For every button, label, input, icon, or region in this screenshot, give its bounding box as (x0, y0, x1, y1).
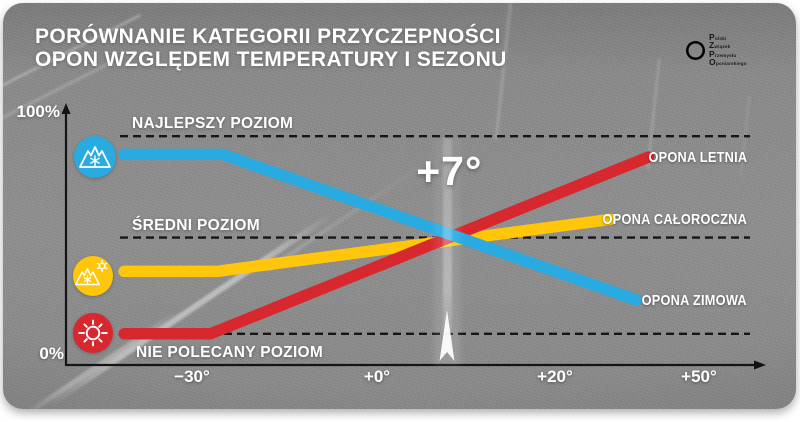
logo-org-line: Oponiarskiego (709, 56, 747, 67)
logo-org-line: Polski (709, 32, 727, 42)
pzpo-logo: Polski Związek Przemysłu Oponiarskiego (644, 32, 747, 67)
infographic-card: PORÓWNANIE KATEGORII PRZYCZEPNOŚCI OPON … (3, 3, 796, 409)
marker-band (442, 138, 452, 353)
series-label-summer-tire: OPONA LETNIA (648, 149, 747, 166)
x-tick-plus-50: +50° (681, 367, 717, 386)
marker-arrow-icon (439, 310, 455, 361)
page-title: PORÓWNANIE KATEGORII PRZYCZEPNOŚCI OPON … (35, 25, 507, 71)
series-lines (118, 148, 655, 340)
all-season-mountain-snowflake-sun-icon (73, 256, 113, 296)
logo-org-line: Związek (709, 40, 731, 51)
series-label-winter-tire: OPONA ZIMOWA (641, 292, 747, 309)
y-axis-arrow-icon (61, 103, 71, 114)
level-label-medium: ŚREDNI POZIOM (132, 216, 260, 234)
series-label-all-season-tire: OPONA CAŁOROCZNA (602, 211, 747, 229)
y-axis-max-label: 100% (16, 102, 60, 121)
x-tick-minus-30: −30° (174, 367, 210, 386)
title-line-2: OPON WZGLĘDEM TEMPERATURY I SEZONU (35, 47, 507, 71)
x-axis-arrow-icon (754, 360, 766, 370)
sun-icon (73, 313, 113, 353)
x-tick-plus-20: +20° (537, 367, 573, 386)
x-tick-plus-0: +0° (363, 367, 391, 386)
chart-stage: PORÓWNANIE KATEGORII PRZYCZEPNOŚCI OPON … (3, 3, 796, 409)
chart-canvas (61, 103, 766, 370)
y-axis-min-label: 0% (39, 344, 64, 363)
level-label-not-recommended: NIE POLECANY POZIOM (136, 343, 324, 361)
logo-org-line: Przemysłu (709, 48, 737, 59)
axes (64, 112, 756, 367)
title-line-1: PORÓWNANIE KATEGORII PRZYCZEPNOŚCI (35, 25, 501, 48)
mountain-snowflake-icon (74, 136, 116, 178)
annotation-plus-7: +7° (416, 148, 483, 194)
level-label-best: NAJLEPSZY POZIOM (132, 115, 294, 133)
logo-org-name: Polski Związek Przemysłu Oponiarskiego (709, 32, 747, 67)
